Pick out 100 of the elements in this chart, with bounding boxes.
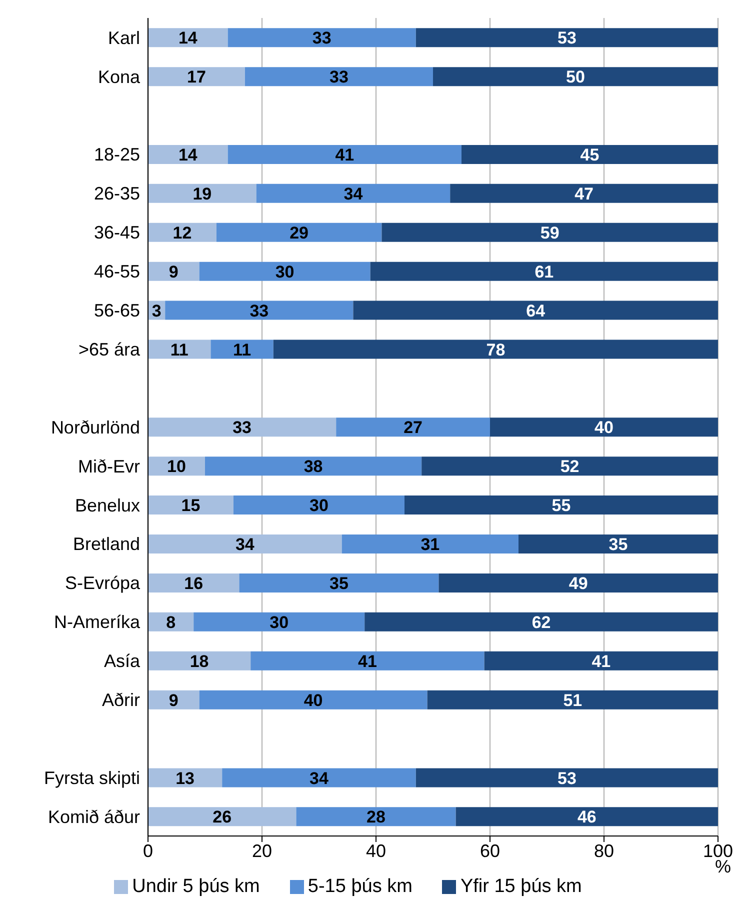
bar xyxy=(148,807,296,826)
bar xyxy=(148,534,342,554)
bar xyxy=(148,222,216,242)
bar xyxy=(148,262,200,281)
data-label: 40 xyxy=(594,418,614,438)
data-label: 59 xyxy=(540,223,560,242)
data-label: 34 xyxy=(235,535,255,554)
data-label: 31 xyxy=(420,535,440,554)
bar xyxy=(148,573,240,592)
data-label: 51 xyxy=(563,690,582,710)
data-label: 38 xyxy=(304,457,323,476)
bar xyxy=(216,222,382,242)
data-label: 33 xyxy=(250,301,269,320)
data-label: 27 xyxy=(404,418,423,438)
data-label: 30 xyxy=(270,612,289,632)
data-label: 33 xyxy=(232,418,252,438)
data-label: 64 xyxy=(526,301,546,320)
bar xyxy=(199,262,370,281)
data-label: 78 xyxy=(486,340,506,360)
bar xyxy=(228,144,462,164)
y-tick-label: Bretland xyxy=(72,534,140,554)
y-tick-label: 18-25 xyxy=(94,144,140,165)
data-label: 47 xyxy=(574,184,594,204)
data-label: 16 xyxy=(184,574,204,593)
data-label: 19 xyxy=(192,184,212,204)
bar xyxy=(427,690,718,710)
data-label: 9 xyxy=(168,690,178,710)
data-label: 45 xyxy=(580,146,600,165)
data-label: 41 xyxy=(358,652,377,671)
bar xyxy=(148,496,234,515)
bar xyxy=(416,28,718,48)
data-label: 49 xyxy=(568,574,588,593)
legend-label: 5-15 þús km xyxy=(308,876,412,897)
data-label: 35 xyxy=(329,574,348,593)
bar xyxy=(148,67,245,86)
bar xyxy=(336,418,490,437)
bar xyxy=(148,184,256,203)
data-label: 52 xyxy=(560,457,580,476)
data-label: 50 xyxy=(566,68,585,87)
bar xyxy=(148,418,336,437)
data-label: 18 xyxy=(190,652,209,671)
bar xyxy=(364,612,718,632)
bar xyxy=(148,690,200,710)
data-label: 9 xyxy=(168,262,178,282)
bar xyxy=(148,144,228,164)
y-tick-label: 26-35 xyxy=(94,184,140,204)
legend-label: Undir 5 þús km xyxy=(132,876,260,897)
bar xyxy=(210,340,274,359)
bar xyxy=(456,807,718,826)
bar xyxy=(433,67,718,86)
data-label: 33 xyxy=(329,68,348,87)
bar xyxy=(370,262,718,281)
data-label: 13 xyxy=(176,768,195,788)
bar xyxy=(462,144,718,164)
legend-label: Yfir 15 þús km xyxy=(460,876,582,897)
bar xyxy=(222,768,416,788)
x-tick-label: 80 xyxy=(594,840,614,861)
data-label: 33 xyxy=(312,28,332,48)
data-label: 34 xyxy=(344,184,364,204)
bar xyxy=(342,534,518,554)
data-label: 40 xyxy=(304,690,323,710)
y-tick-label: Komið áður xyxy=(48,806,140,827)
bar xyxy=(165,300,354,320)
bar xyxy=(404,496,718,515)
bar xyxy=(148,612,194,632)
data-label: 53 xyxy=(557,768,576,788)
bar xyxy=(416,768,718,788)
data-label: 30 xyxy=(310,496,328,516)
data-label: 30 xyxy=(275,262,294,282)
bar xyxy=(256,184,450,203)
data-label: 14 xyxy=(178,28,198,48)
data-label: 41 xyxy=(592,652,611,671)
data-label: 53 xyxy=(557,28,576,48)
data-label: 61 xyxy=(534,262,554,282)
data-label: 17 xyxy=(186,68,206,87)
data-label: 11 xyxy=(170,340,188,360)
y-tick-label: Kona xyxy=(98,66,141,87)
y-tick-label: N-Ameríka xyxy=(54,612,141,632)
y-tick-label: Asía xyxy=(104,651,141,672)
x-tick-label: 0 xyxy=(142,840,154,861)
data-label: 14 xyxy=(178,146,198,165)
data-label: 8 xyxy=(166,612,176,632)
y-tick-label: 56-65 xyxy=(94,300,140,321)
bar xyxy=(194,612,365,632)
y-tick-label: 46-55 xyxy=(94,262,140,282)
data-label: 11 xyxy=(233,340,252,360)
bar xyxy=(353,300,718,320)
bar xyxy=(234,496,404,515)
bar xyxy=(250,651,484,670)
bar xyxy=(382,222,718,242)
bar xyxy=(296,807,456,826)
data-label: 35 xyxy=(608,535,628,554)
data-label: 29 xyxy=(290,223,309,242)
bar xyxy=(518,534,718,554)
bar xyxy=(239,573,439,592)
y-tick-label: Aðrir xyxy=(102,690,140,710)
x-tick-label: 20 xyxy=(252,840,272,861)
y-tick-label: >65 ára xyxy=(78,339,141,360)
data-label: 12 xyxy=(172,223,192,242)
bar xyxy=(148,651,251,670)
